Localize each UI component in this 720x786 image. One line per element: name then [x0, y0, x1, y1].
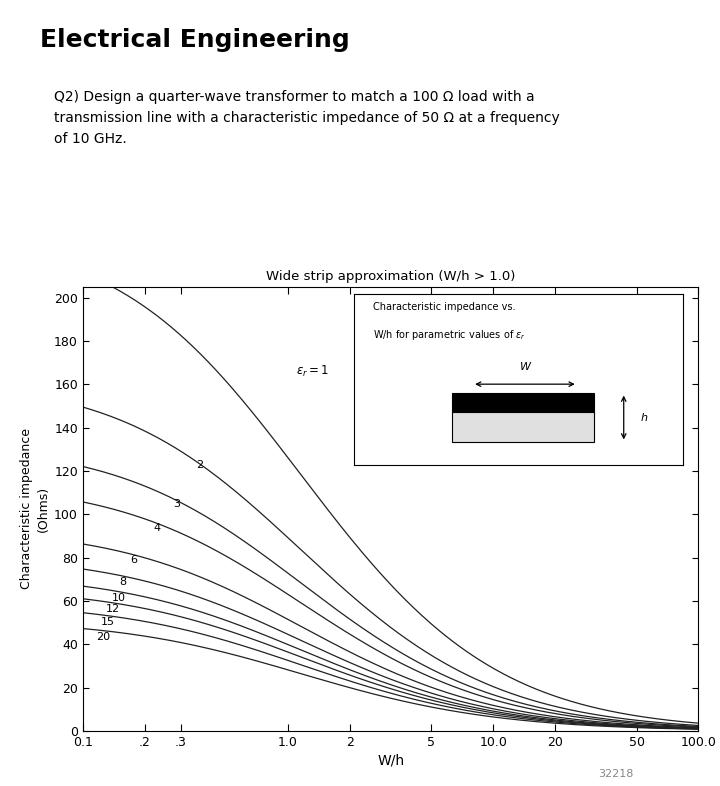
Text: 12: 12 [106, 604, 120, 614]
Text: Q2) Design a quarter-wave transformer to match a 100 Ω load with a
transmission : Q2) Design a quarter-wave transformer to… [54, 90, 559, 145]
X-axis label: W/h: W/h [377, 753, 404, 767]
Text: 8: 8 [120, 577, 127, 587]
Title: Wide strip approximation (W/h > 1.0): Wide strip approximation (W/h > 1.0) [266, 270, 516, 283]
Text: 20: 20 [96, 633, 110, 642]
Text: 10: 10 [112, 593, 126, 603]
Text: 6: 6 [130, 556, 138, 565]
Text: Electrical Engineering: Electrical Engineering [40, 28, 349, 52]
Text: 32218: 32218 [598, 769, 634, 779]
Text: $\varepsilon_r = 1$: $\varepsilon_r = 1$ [297, 364, 329, 380]
Text: 2: 2 [196, 460, 203, 470]
Text: 4: 4 [153, 523, 161, 533]
Text: 15: 15 [101, 617, 114, 627]
Y-axis label: Characteristic impedance
(Ohms): Characteristic impedance (Ohms) [20, 428, 50, 590]
Text: 3: 3 [173, 498, 180, 509]
